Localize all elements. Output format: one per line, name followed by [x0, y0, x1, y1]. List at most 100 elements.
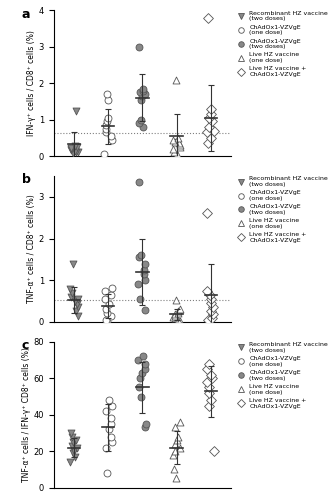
Point: [208, 370, 213, 378]
Text: c: c: [22, 339, 29, 352]
Point: [73, 106, 78, 114]
Point: [102, 150, 107, 158]
Point: [139, 92, 145, 100]
Point: [69, 432, 75, 440]
Point: [178, 418, 183, 426]
Point: [178, 141, 183, 149]
Point: [137, 88, 143, 96]
Point: [68, 144, 73, 152]
Point: [140, 84, 146, 92]
Point: [205, 14, 211, 22]
Text: b: b: [22, 174, 30, 186]
Point: [75, 304, 80, 312]
Legend: Recombinant HZ vaccine
(two doses), ChAdOx1-VZVgE
(one dose), ChAdOx1-VZVgE
(two: Recombinant HZ vaccine (two doses), ChAd…: [234, 176, 328, 243]
Point: [103, 121, 109, 129]
Point: [108, 312, 114, 320]
Point: [174, 76, 179, 84]
Point: [73, 148, 79, 156]
Point: [139, 369, 144, 377]
Point: [75, 300, 80, 308]
Point: [108, 432, 114, 440]
Point: [69, 442, 75, 450]
Point: [209, 374, 214, 382]
Point: [171, 451, 176, 459]
Point: [176, 308, 181, 316]
Point: [137, 384, 142, 392]
Point: [177, 317, 182, 325]
Point: [70, 149, 76, 157]
Point: [140, 352, 145, 360]
Point: [69, 288, 74, 296]
Point: [173, 447, 178, 455]
Point: [142, 306, 147, 314]
Point: [205, 316, 210, 324]
Point: [68, 293, 73, 301]
Point: [139, 96, 144, 104]
Point: [75, 444, 80, 452]
Point: [103, 128, 109, 136]
Point: [206, 389, 212, 397]
Point: [177, 306, 183, 314]
Point: [204, 378, 210, 386]
Point: [74, 143, 80, 151]
Point: [142, 90, 147, 98]
Point: [110, 136, 115, 143]
Point: [142, 266, 147, 274]
Point: [206, 384, 212, 392]
Point: [136, 280, 141, 288]
Point: [205, 140, 210, 147]
Point: [178, 444, 183, 452]
Point: [73, 452, 78, 460]
Point: [108, 414, 114, 422]
Point: [172, 312, 178, 320]
Point: [72, 297, 78, 305]
Point: [109, 420, 114, 428]
Point: [69, 146, 74, 154]
Point: [71, 438, 76, 446]
Point: [173, 474, 179, 482]
Point: [68, 458, 73, 466]
Point: [173, 314, 178, 322]
Point: [143, 420, 148, 428]
Point: [208, 134, 213, 142]
Point: [103, 407, 109, 415]
Point: [138, 374, 143, 382]
Point: [103, 125, 108, 133]
Point: [208, 110, 213, 118]
Point: [75, 312, 81, 320]
Point: [212, 447, 217, 455]
Point: [173, 310, 178, 318]
Point: [108, 291, 114, 299]
Point: [170, 313, 176, 321]
Point: [206, 402, 211, 409]
Point: [170, 145, 176, 153]
Point: [103, 444, 108, 452]
Point: [142, 260, 147, 268]
Point: [141, 270, 147, 278]
Point: [176, 432, 181, 440]
Point: [204, 128, 210, 136]
Point: [141, 123, 146, 131]
Legend: Recombinant HZ vaccine
(two doses), ChAdOx1-VZVgE
(one dose), ChAdOx1-VZVgE
(two: Recombinant HZ vaccine (two doses), ChAd…: [234, 10, 328, 77]
Point: [105, 308, 110, 316]
Point: [175, 150, 180, 158]
Point: [176, 134, 181, 142]
Point: [171, 136, 176, 143]
Point: [110, 284, 115, 292]
Point: [137, 295, 143, 303]
Point: [68, 284, 73, 292]
Point: [74, 436, 79, 444]
Point: [109, 402, 114, 409]
Point: [140, 86, 145, 94]
Point: [70, 449, 75, 457]
Point: [208, 299, 213, 307]
Point: [105, 317, 110, 325]
Y-axis label: IFN-γ⁺ cells / CD8⁺ cells (%): IFN-γ⁺ cells / CD8⁺ cells (%): [27, 30, 36, 136]
Point: [137, 178, 142, 186]
Point: [104, 118, 109, 126]
Point: [104, 306, 109, 314]
Legend: Recombinant HZ vaccine
(two doses), ChAdOx1-VZVgE
(one dose), ChAdOx1-VZVgE
(two: Recombinant HZ vaccine (two doses), ChAd…: [234, 342, 328, 408]
Point: [206, 114, 212, 122]
Point: [102, 286, 108, 294]
Point: [136, 43, 141, 51]
